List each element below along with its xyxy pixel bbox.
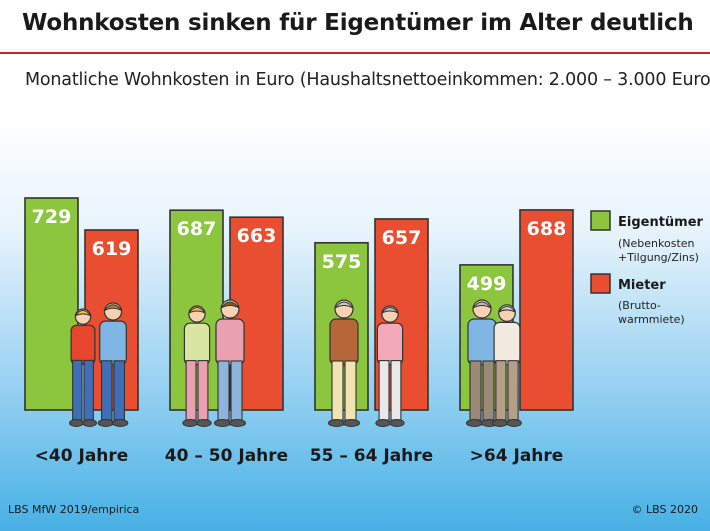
- data-label-renter-1: 663: [237, 225, 277, 247]
- category-label-0: <40 Jahre: [35, 446, 129, 466]
- legend-label-renter: Mieter: [618, 278, 666, 293]
- person-illustration-1-1: [214, 299, 246, 427]
- person-illustration-3-1: [492, 304, 522, 427]
- bar-renter-3: [519, 209, 574, 411]
- data-label-renter-2: 657: [382, 227, 422, 249]
- source-note: LBS MfW 2019/empirica: [8, 503, 140, 516]
- legend-note-owner-2: +Tilgung/Zins): [618, 251, 699, 264]
- person-illustration-0-0: [69, 308, 97, 427]
- data-label-renter-0: 619: [92, 238, 132, 260]
- data-label-renter-3: 688: [527, 218, 567, 240]
- category-label-2: 55 – 64 Jahre: [310, 446, 433, 466]
- copyright-note: © LBS 2020: [631, 503, 698, 516]
- footer-band: [0, 501, 710, 531]
- chart-subtitle: Monatliche Wohnkosten in Euro (Haushalts…: [25, 70, 710, 90]
- data-label-owner-1: 687: [177, 218, 217, 240]
- category-label-1: 40 – 50 Jahre: [165, 446, 288, 466]
- person-illustration-2-1: [375, 305, 405, 427]
- data-label-owner-0: 729: [32, 206, 72, 228]
- legend-swatch-renter: [590, 273, 611, 294]
- legend-note-owner-1: (Nebenkosten: [618, 237, 695, 250]
- title-rule: [0, 52, 710, 54]
- legend-swatch-owner: [590, 210, 611, 231]
- legend-note-renter-1: (Brutto-: [618, 299, 661, 312]
- person-illustration-2-0: [328, 299, 360, 427]
- people-illustrations: [69, 299, 522, 427]
- legend-note-renter-2: warmmiete): [618, 313, 685, 326]
- person-illustration-0-1: [97, 302, 129, 427]
- data-label-owner-2: 575: [322, 251, 362, 273]
- chart-title: Wohnkosten sinken für Eigentümer im Alte…: [22, 10, 694, 36]
- legend: Eigentümer (Nebenkosten +Tilgung/Zins) M…: [590, 210, 704, 326]
- person-illustration-3-0: [466, 299, 498, 427]
- legend-label-owner: Eigentümer: [618, 215, 704, 230]
- category-label-3: >64 Jahre: [470, 446, 564, 466]
- data-label-owner-3: 499: [467, 273, 507, 295]
- person-illustration-1-0: [182, 305, 212, 427]
- labels-layer: 729 619 <40 Jahre 687 663 40 – 50 Jahre 575 657…: [32, 206, 567, 466]
- bar-owner-0: [24, 197, 79, 411]
